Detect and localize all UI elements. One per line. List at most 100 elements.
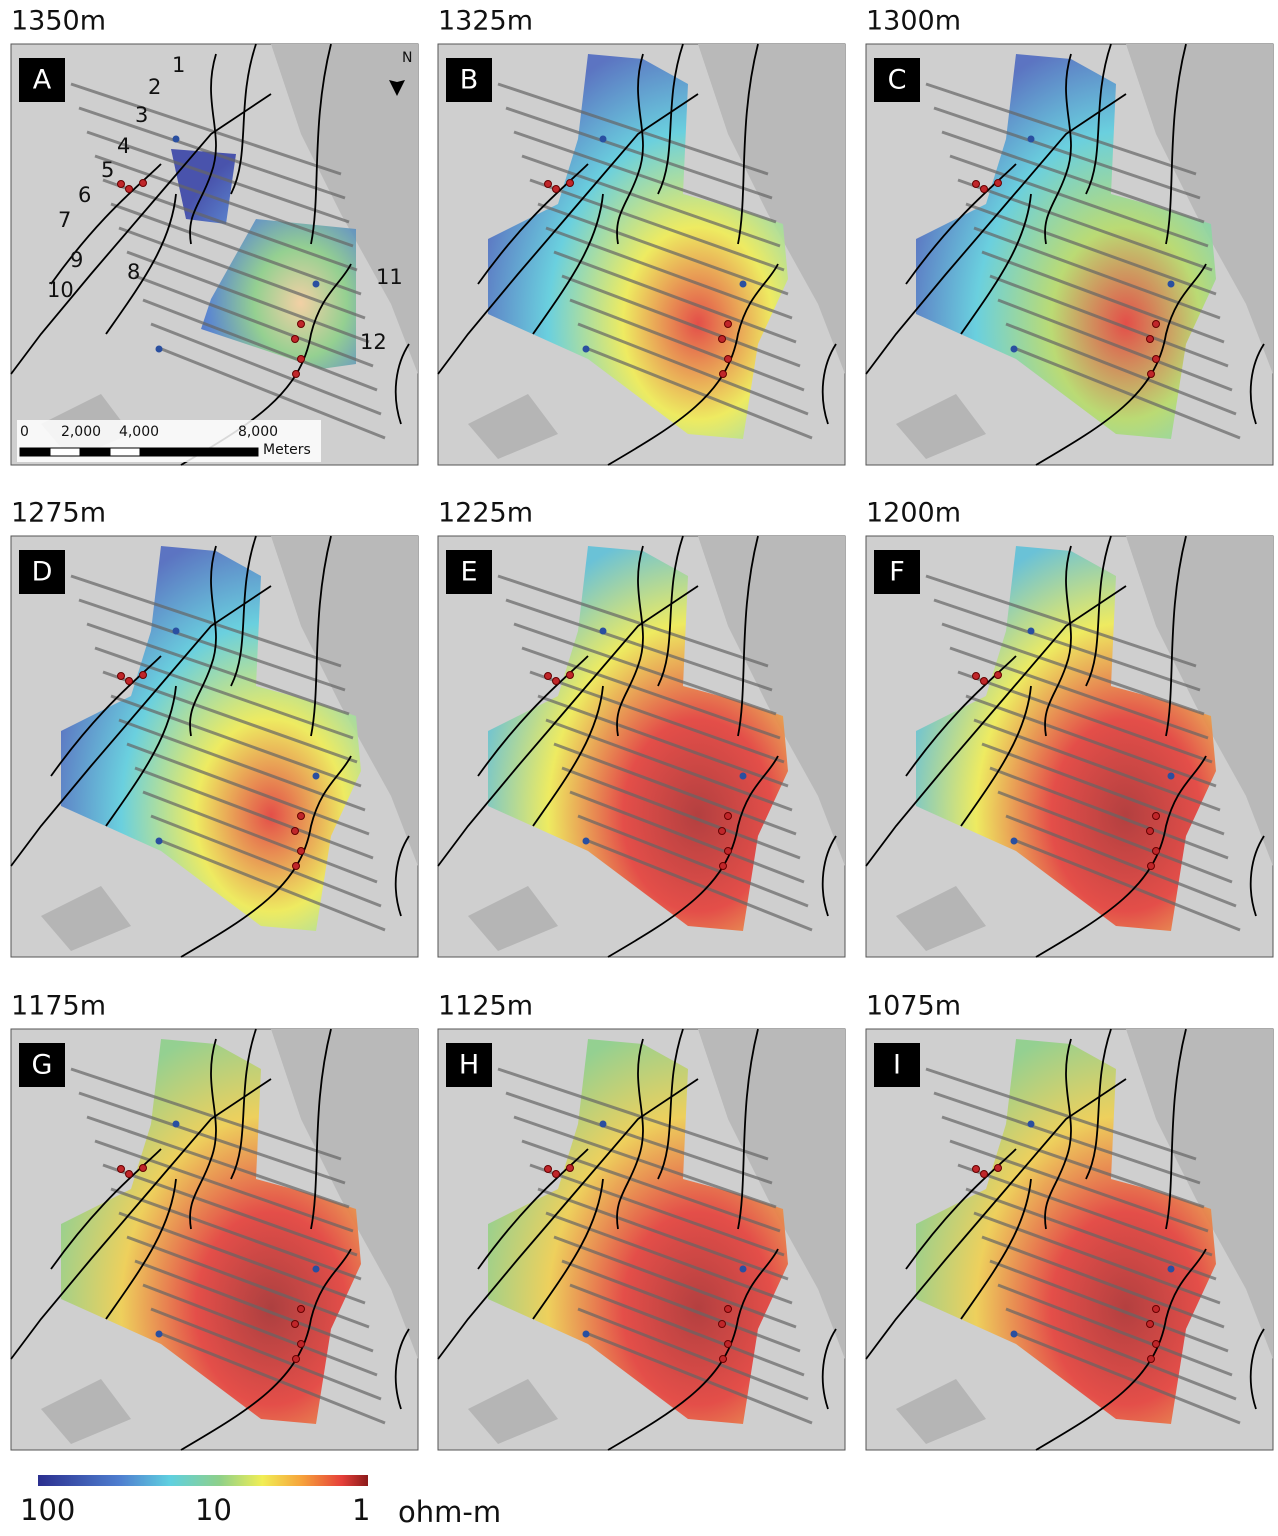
well-red bbox=[545, 181, 552, 188]
panel-depth: 1175m bbox=[11, 991, 106, 1022]
figure: 100 10 1 ohm-m 1350mA123456789101112N02,… bbox=[0, 0, 1278, 1532]
north-label: N bbox=[402, 50, 412, 66]
well-red bbox=[1148, 371, 1155, 378]
well-blue bbox=[583, 346, 590, 353]
well-red bbox=[725, 356, 732, 363]
profile-number: 12 bbox=[360, 330, 387, 354]
scale-segment bbox=[50, 448, 80, 456]
well-red bbox=[720, 1356, 727, 1363]
panel-letter: G bbox=[32, 1050, 53, 1081]
well-blue bbox=[173, 1121, 180, 1128]
panel-depth: 1225m bbox=[438, 498, 533, 529]
well-red bbox=[126, 186, 133, 193]
well-red bbox=[1153, 1341, 1160, 1348]
well-blue bbox=[313, 281, 320, 288]
well-red bbox=[293, 371, 300, 378]
panel-letter: A bbox=[33, 65, 52, 96]
profile-number: 4 bbox=[117, 134, 130, 158]
profile-number: 11 bbox=[376, 265, 403, 289]
map-panel: D bbox=[11, 536, 418, 957]
well-red bbox=[1147, 828, 1154, 835]
well-blue bbox=[583, 1331, 590, 1338]
well-red bbox=[292, 828, 299, 835]
well-blue bbox=[600, 628, 607, 635]
profile-number: 7 bbox=[58, 208, 71, 232]
well-blue bbox=[740, 773, 747, 780]
well-red bbox=[720, 371, 727, 378]
well-red bbox=[126, 1171, 133, 1178]
well-blue bbox=[740, 281, 747, 288]
well-red bbox=[553, 678, 560, 685]
well-blue bbox=[1028, 628, 1035, 635]
scale-label: 2,000 bbox=[61, 424, 101, 440]
map-panel: I bbox=[866, 1029, 1273, 1450]
well-blue bbox=[313, 773, 320, 780]
well-red bbox=[973, 673, 980, 680]
well-red bbox=[293, 863, 300, 870]
colorbar bbox=[38, 1475, 368, 1486]
panel-letter: I bbox=[893, 1050, 901, 1081]
well-red bbox=[725, 1341, 732, 1348]
well-blue bbox=[1168, 281, 1175, 288]
well-red bbox=[1153, 848, 1160, 855]
well-red bbox=[298, 356, 305, 363]
well-red bbox=[567, 180, 574, 187]
profile-number: 9 bbox=[70, 248, 83, 272]
panel-depth: 1125m bbox=[438, 991, 533, 1022]
well-red bbox=[298, 1306, 305, 1313]
well-blue bbox=[156, 1331, 163, 1338]
panel-letter: B bbox=[460, 65, 479, 96]
panel-depth: 1325m bbox=[438, 6, 533, 37]
profile-number: 5 bbox=[101, 158, 114, 182]
map-panel: H bbox=[438, 1029, 845, 1450]
well-red bbox=[1147, 336, 1154, 343]
well-blue bbox=[156, 838, 163, 845]
well-blue bbox=[156, 346, 163, 353]
profile-number: 10 bbox=[47, 278, 74, 302]
well-red bbox=[981, 678, 988, 685]
scale-label: 8,000 bbox=[238, 424, 278, 440]
well-blue bbox=[313, 1266, 320, 1273]
well-red bbox=[553, 186, 560, 193]
panel-letter: C bbox=[888, 65, 907, 96]
well-red bbox=[298, 1341, 305, 1348]
scale-segment bbox=[20, 448, 50, 456]
well-red bbox=[973, 181, 980, 188]
well-red bbox=[725, 321, 732, 328]
profile-number: 8 bbox=[127, 260, 140, 284]
well-red bbox=[126, 678, 133, 685]
well-red bbox=[292, 336, 299, 343]
well-red bbox=[553, 1171, 560, 1178]
well-blue bbox=[1028, 136, 1035, 143]
well-red bbox=[545, 1166, 552, 1173]
panel-depth: 1350m bbox=[11, 6, 106, 37]
panel-depth: 1275m bbox=[11, 498, 106, 529]
well-blue bbox=[740, 1266, 747, 1273]
well-red bbox=[118, 1166, 125, 1173]
well-red bbox=[1153, 321, 1160, 328]
panel-letter: E bbox=[460, 557, 477, 588]
profile-number: 3 bbox=[135, 103, 148, 127]
map-panel: A123456789101112N02,0004,0008,000Meters bbox=[11, 44, 418, 465]
well-red bbox=[140, 672, 147, 679]
well-red bbox=[719, 336, 726, 343]
well-blue bbox=[600, 136, 607, 143]
colorbar-label: 10 bbox=[195, 1493, 232, 1527]
well-red bbox=[298, 813, 305, 820]
well-red bbox=[118, 181, 125, 188]
map-panel: E bbox=[438, 536, 845, 957]
panel-letter: F bbox=[889, 557, 905, 588]
well-red bbox=[981, 1171, 988, 1178]
panel-depth: 1300m bbox=[866, 6, 961, 37]
well-blue bbox=[1011, 838, 1018, 845]
panel-letter: H bbox=[459, 1050, 479, 1081]
map-panel: C bbox=[866, 44, 1273, 465]
well-red bbox=[292, 1321, 299, 1328]
well-red bbox=[981, 186, 988, 193]
scale-label: 0 bbox=[20, 424, 29, 440]
well-red bbox=[567, 672, 574, 679]
profile-number: 6 bbox=[78, 183, 91, 207]
well-red bbox=[973, 1166, 980, 1173]
well-red bbox=[140, 1165, 147, 1172]
well-blue bbox=[1168, 1266, 1175, 1273]
